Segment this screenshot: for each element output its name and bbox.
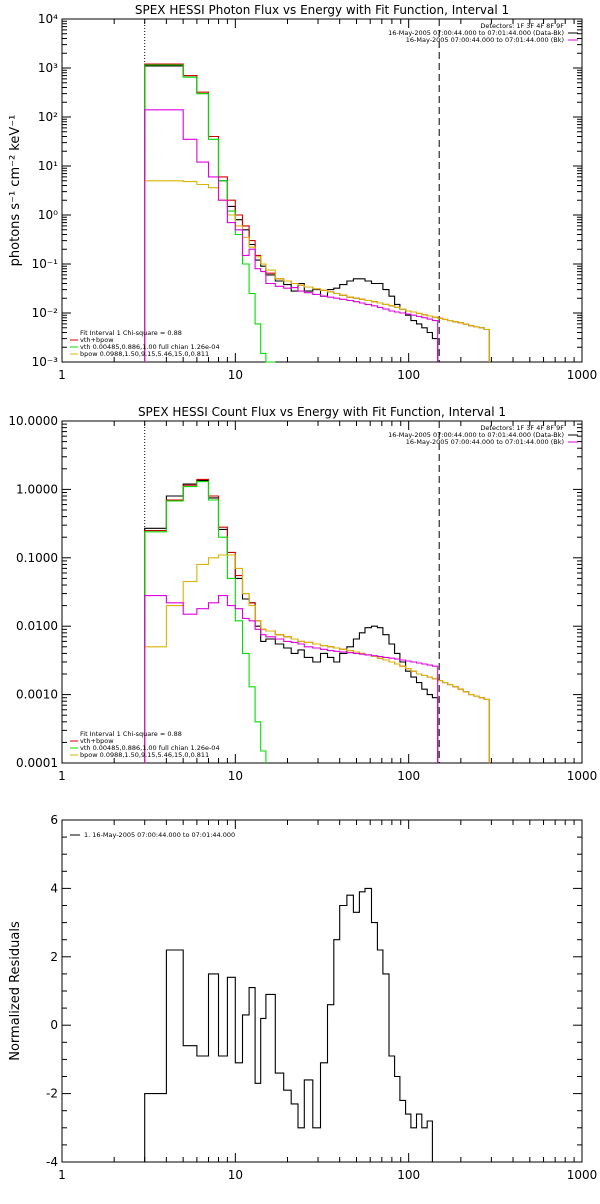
y-tick-label: 10¹ bbox=[38, 159, 58, 173]
plot-frame-0 bbox=[61, 18, 583, 363]
legend-right-entry: 16-May-2005 07:00:44.000 to 07:01:44.000… bbox=[388, 29, 564, 37]
y-tick-label: 10⁴ bbox=[38, 12, 58, 26]
y-tick-label: 4 bbox=[50, 881, 58, 895]
x-tick-label: 1000 bbox=[567, 368, 598, 382]
legend-left-entry: 1. 16-May-2005 07:00:44.000 to 07:01:44.… bbox=[84, 831, 235, 839]
series-bk-line bbox=[144, 595, 439, 763]
chart-title: SPEX HESSI Count Flux vs Energy with Fit… bbox=[138, 405, 506, 419]
x-tick-label: 1 bbox=[58, 769, 66, 783]
y-tick-label: 10⁰ bbox=[38, 208, 58, 222]
series-vth-line bbox=[144, 481, 267, 763]
series-vth-line bbox=[144, 64, 276, 363]
legend-left-entry: vth+bpow bbox=[80, 336, 114, 344]
legend-right-entry: Detectors: 1F 3F 4F 8F 9F bbox=[480, 424, 564, 432]
y-tick-label: 10³ bbox=[38, 61, 58, 75]
chart-title: SPEX HESSI Photon Flux vs Energy with Fi… bbox=[135, 3, 509, 17]
legend-right-entry: Detectors: 1F 3F 4F 8F 9F bbox=[480, 22, 564, 30]
y-tick-label: -4 bbox=[46, 1155, 58, 1169]
y-tick-label: 0.0100 bbox=[16, 619, 58, 633]
y-tick-label: 0.0001 bbox=[16, 756, 58, 770]
legend-left-entry: vth+bpow bbox=[80, 737, 114, 745]
y-tick-label: -2 bbox=[46, 1087, 58, 1101]
legend-left-entry: bpow 0.0988,1.50,9.15,5.46,15.0,0.811 bbox=[80, 751, 209, 759]
y-tick-label: 0.1000 bbox=[16, 551, 58, 565]
x-tick-label: 100 bbox=[397, 1168, 420, 1182]
y-tick-label: 10⁻³ bbox=[32, 355, 59, 369]
series-bpow-line bbox=[144, 180, 490, 362]
y-tick-label: 10.0000 bbox=[8, 414, 58, 428]
legend-left-entry: bpow 0.0988,1.50,9.15,5.46,15.0,0.811 bbox=[80, 350, 209, 358]
y-tick-label: 0.0010 bbox=[16, 688, 58, 702]
y-tick-label: 2 bbox=[50, 950, 58, 964]
series-bpow-line bbox=[144, 554, 490, 763]
x-tick-label: 1000 bbox=[567, 1168, 598, 1182]
series-data-bk-line bbox=[144, 479, 439, 763]
legend-right-entry: 16-May-2005 07:00:44.000 to 07:01:44.000… bbox=[406, 438, 564, 446]
plot-frame-2 bbox=[61, 819, 583, 1163]
x-tick-label: 100 bbox=[397, 368, 420, 382]
y-axis-label: photons s⁻¹ cm⁻² keV⁻¹ bbox=[8, 115, 23, 267]
legend-right-entry: 16-May-2005 07:00:44.000 to 07:01:44.000… bbox=[406, 36, 564, 44]
legend-left-entry: Fit Interval 1 Chi-square = 0.88 bbox=[80, 329, 182, 337]
y-tick-label: 0 bbox=[50, 1018, 58, 1032]
y-axis-label: Normalized Residuals bbox=[8, 921, 23, 1061]
legend-left-entry: Fit Interval 1 Chi-square = 0.88 bbox=[80, 730, 182, 738]
x-tick-label: 10 bbox=[228, 769, 243, 783]
y-tick-label: 10⁻² bbox=[32, 306, 59, 320]
y-tick-label: 10⁻¹ bbox=[32, 257, 59, 271]
x-tick-label: 10 bbox=[228, 368, 243, 382]
y-tick-label: 1.0000 bbox=[16, 482, 58, 496]
x-tick-label: 1 bbox=[58, 1168, 66, 1182]
series-bk-line bbox=[144, 109, 439, 362]
y-tick-label: 10² bbox=[38, 110, 58, 124]
x-tick-label: 1 bbox=[58, 368, 66, 382]
x-tick-label: 100 bbox=[397, 769, 420, 783]
series-data-bk-line bbox=[144, 65, 439, 362]
plot-frame-1 bbox=[61, 420, 583, 764]
series-residuals-line bbox=[144, 887, 433, 1162]
x-tick-label: 1000 bbox=[567, 769, 598, 783]
legend-left-entry: vth 0.00485,0.886,1.00 full chian 1.26e-… bbox=[80, 744, 220, 752]
x-tick-label: 10 bbox=[228, 1168, 243, 1182]
legend-right-entry: 16-May-2005 07:00:44.000 to 07:01:44.000… bbox=[388, 431, 564, 439]
y-tick-label: 6 bbox=[50, 813, 58, 827]
legend-left-entry: vth 0.00485,0.886,1.00 full chian 1.26e-… bbox=[80, 343, 220, 351]
